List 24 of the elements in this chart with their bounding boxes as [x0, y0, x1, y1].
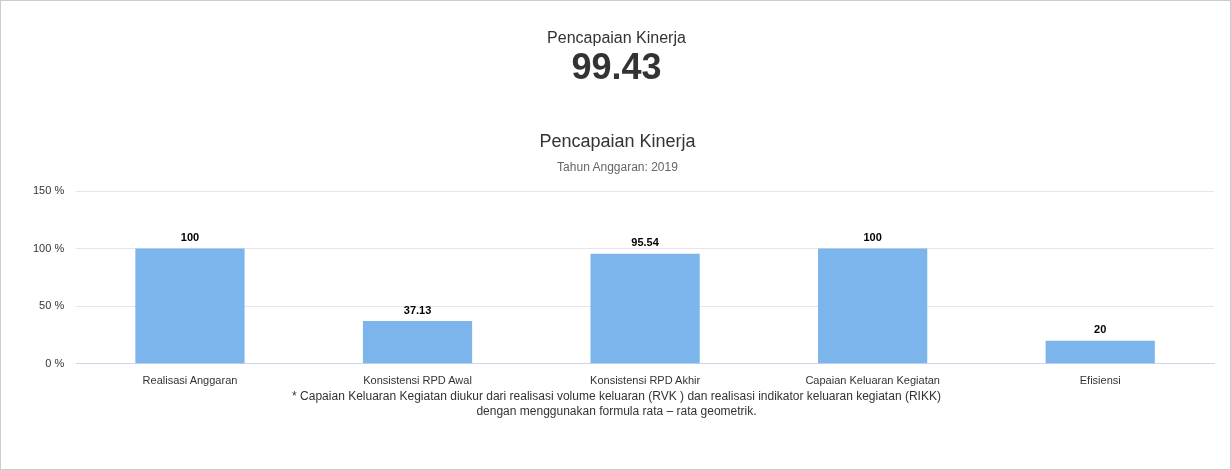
text: * Capaian Keluaran Kegiatan diukur dari realisasi volume keluaran (RVK ) dan realisasi indikator keluaran kegiatan (RIKK) dengan menggunakan formula rata – rata geometrik. [291, 389, 942, 419]
x-tick-label: Konsistensi RPD Akhir [590, 374, 701, 387]
data-label: 100 [863, 231, 882, 244]
x-tick-label: Efisiensi [1079, 374, 1121, 387]
text: 99.43 [570, 46, 663, 87]
y-tick-label: 50 % [39, 299, 65, 312]
y-tick-label: 100 % [32, 241, 65, 254]
x-tick-label: Realisasi Anggaran [142, 374, 238, 387]
text: Pencapaian Kinerja [546, 29, 687, 47]
chart-subtitle: Tahun Anggaran: 2019 [557, 160, 679, 175]
x-tick-label: Konsistensi RPD Awal [363, 374, 472, 387]
chart-title: Pencapaian Kinerja [539, 130, 697, 151]
bar [818, 248, 928, 364]
data-label: 95.54 [631, 236, 660, 249]
bar [1045, 340, 1155, 364]
bar [135, 248, 245, 364]
bar [362, 321, 473, 364]
data-label: 37.13 [403, 303, 432, 316]
y-tick-label: 0 % [45, 356, 65, 369]
data-label: 20 [1094, 323, 1107, 336]
x-tick-label: Capaian Keluaran Kegiatan [805, 374, 940, 387]
bar [590, 253, 700, 364]
data-label: 100 [180, 231, 200, 244]
y-tick-label: 150 % [32, 184, 65, 197]
